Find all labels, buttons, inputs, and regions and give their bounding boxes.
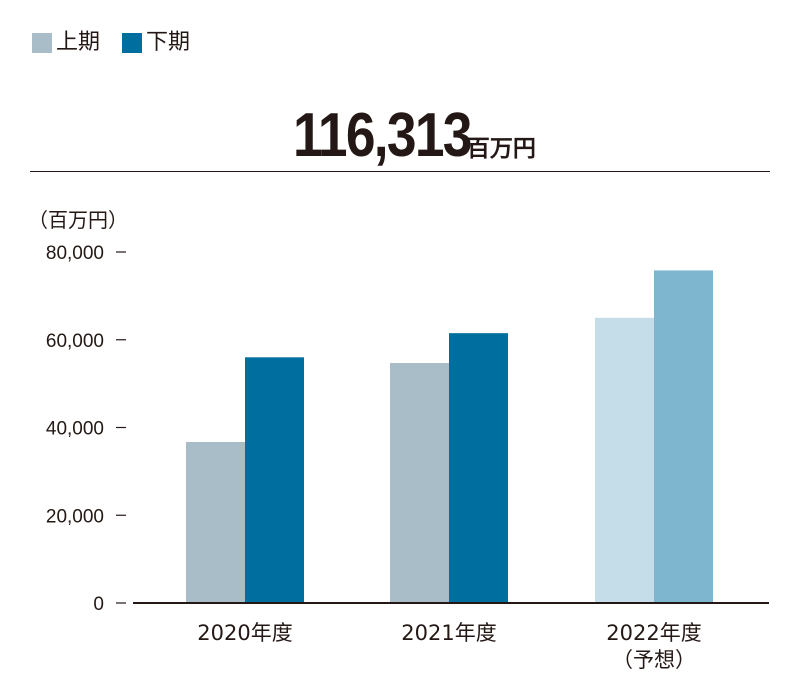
bar-first-half-2 (595, 317, 654, 603)
bar-second-half-1 (449, 333, 508, 603)
bar-second-half-2 (654, 270, 713, 603)
legend: 上期 下期 (32, 28, 212, 58)
x-category-label: 2022年度 (606, 621, 701, 645)
headline-value: 116,313 (293, 101, 472, 170)
y-tick-label: 40,000 (46, 419, 104, 440)
headline-divider (30, 171, 770, 172)
y-tick-label: 0 (93, 594, 104, 615)
legend-label-first-half: 上期 (56, 30, 101, 55)
bar-second-half-0 (245, 357, 304, 603)
headline-unit: 百万円 (466, 136, 536, 162)
legend-item-first-half: 上期 (32, 28, 100, 58)
legend-swatch-first-half (32, 33, 52, 53)
y-tick-label: 20,000 (46, 506, 104, 527)
x-category-label: 2020年度 (197, 621, 292, 645)
y-tick-label: 80,000 (46, 243, 104, 264)
legend-item-second-half: 下期 (122, 28, 190, 58)
bar-first-half-0 (186, 441, 245, 603)
y-tick-label: 60,000 (46, 331, 104, 352)
bar-first-half-1 (390, 363, 449, 603)
y-axis-unit-label: （百万円） (28, 208, 128, 232)
x-category-label: 2021年度 (401, 621, 496, 645)
legend-label-second-half: 下期 (146, 30, 191, 55)
x-category-label: （予想） (612, 648, 696, 672)
headline-total: 116,313百万円 (0, 100, 800, 171)
legend-swatch-second-half (122, 33, 143, 53)
